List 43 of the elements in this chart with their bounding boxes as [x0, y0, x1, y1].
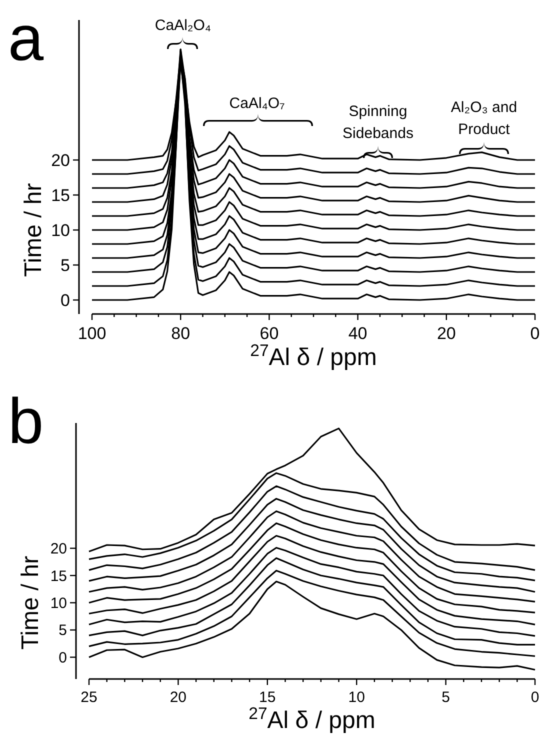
y-tick-label: 15: [50, 568, 67, 585]
y-axis-title: Time / hr: [17, 556, 44, 650]
line-series: [88, 510, 536, 602]
y-tick-label: 20: [51, 150, 70, 170]
chart-title: b: [8, 385, 44, 457]
y-tick-label: 15: [51, 186, 70, 205]
annotation: Al₂O₃ and Product: [450, 99, 518, 138]
x-tick-label: 60: [260, 324, 279, 343]
x-tick-label: 100: [78, 324, 106, 343]
x-axis-title: $^{27}$Al δ / ppm: [250, 340, 377, 371]
y-tick-label: 5: [60, 256, 70, 275]
line-series: [88, 570, 536, 657]
y-tick-label: 5: [58, 622, 67, 640]
y-tick-label: 20: [50, 540, 67, 558]
line-series: [88, 522, 536, 614]
annotation: Spinning Sidebands: [342, 103, 414, 142]
line-series: [88, 472, 536, 571]
x-tick-label: 20: [170, 689, 187, 706]
chart-title: a: [8, 2, 44, 74]
x-tick-label: 40: [348, 324, 368, 343]
x-axis-title: $^{27}$Al δ / ppm: [248, 704, 376, 734]
line-series: [88, 485, 536, 582]
x-tick-label: 80: [171, 324, 190, 343]
x-tick-label: 25: [80, 689, 98, 706]
annotation: CaAl₂O₄: [154, 17, 212, 34]
y-tick-label: 0: [58, 649, 67, 666]
x-tick-label: 5: [442, 689, 450, 706]
x-tick-label: 20: [436, 324, 456, 343]
y-tick-label: 0: [60, 290, 70, 310]
y-axis-title: Time / hr: [20, 183, 47, 277]
x-tick-label: 15: [259, 689, 276, 706]
x-tick-label: 0: [530, 324, 540, 343]
y-tick-label: 10: [51, 220, 70, 240]
line-series: [88, 498, 536, 593]
line-series: [88, 580, 536, 671]
x-tick-label: 0: [530, 689, 540, 706]
line-series: [88, 428, 536, 552]
y-tick-label: 10: [50, 594, 67, 612]
line-series: [88, 534, 536, 626]
line-series: [88, 546, 536, 637]
x-tick-label: 10: [348, 689, 365, 706]
line-series: [88, 557, 536, 646]
annotation: CaAl₄O₇: [229, 95, 285, 112]
